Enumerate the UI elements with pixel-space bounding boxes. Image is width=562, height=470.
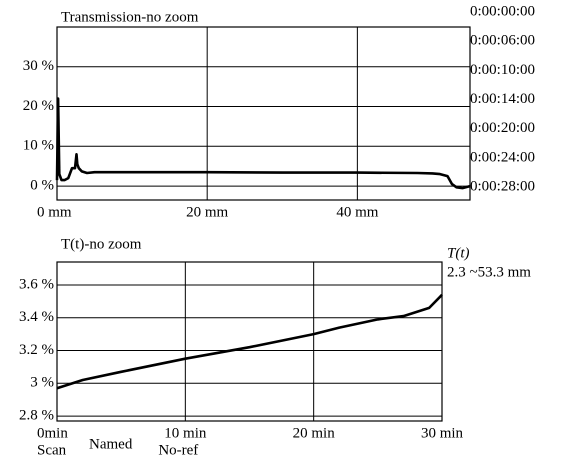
time-label: 0:00:06:00	[470, 33, 535, 49]
y-tick-label: 3 %	[30, 375, 54, 391]
y-tick-label: 30 %	[23, 58, 54, 74]
data-line	[55, 97, 471, 190]
x-note: Scan	[37, 442, 67, 458]
time-label: 0:00:14:00	[470, 91, 535, 107]
y-tick-label: 20 %	[23, 98, 54, 114]
x-tick-label: 20 min	[293, 425, 336, 441]
data-line	[56, 293, 443, 390]
annotation: 2.3 ~53.3 mm	[447, 264, 531, 280]
time-label: 0:00:00:00	[470, 3, 535, 19]
chart-title: Transmission-no zoom	[61, 9, 199, 25]
y-tick-label: 10 %	[23, 138, 54, 154]
time-label: 0:00:10:00	[470, 62, 535, 78]
x-tick-label: 30 min	[421, 425, 464, 441]
annotation: T(t)	[447, 245, 470, 261]
time-label: 0:00:28:00	[470, 179, 535, 195]
x-tick-label: 40 mm	[336, 204, 378, 220]
x-tick-label: 0min	[37, 425, 68, 441]
x-note: Named	[89, 436, 133, 452]
time-label: 0:00:24:00	[470, 149, 535, 165]
time-label: 0:00:20:00	[470, 120, 535, 136]
x-tick-label: 20 mm	[186, 204, 228, 220]
plot-frame	[56, 261, 443, 422]
y-tick-label: 3.4 %	[19, 309, 54, 325]
x-tick-label: 10 min	[164, 425, 207, 441]
y-tick-label: 3.6 %	[19, 276, 54, 292]
chart-title: T(t)-no zoom	[61, 236, 142, 252]
y-tick-label: 3.2 %	[19, 342, 54, 358]
x-note: No-ref	[158, 442, 198, 458]
x-tick-label: 0 mm	[37, 204, 72, 220]
y-tick-label: 2.8 %	[19, 408, 54, 424]
y-tick-label: 0 %	[30, 178, 54, 194]
